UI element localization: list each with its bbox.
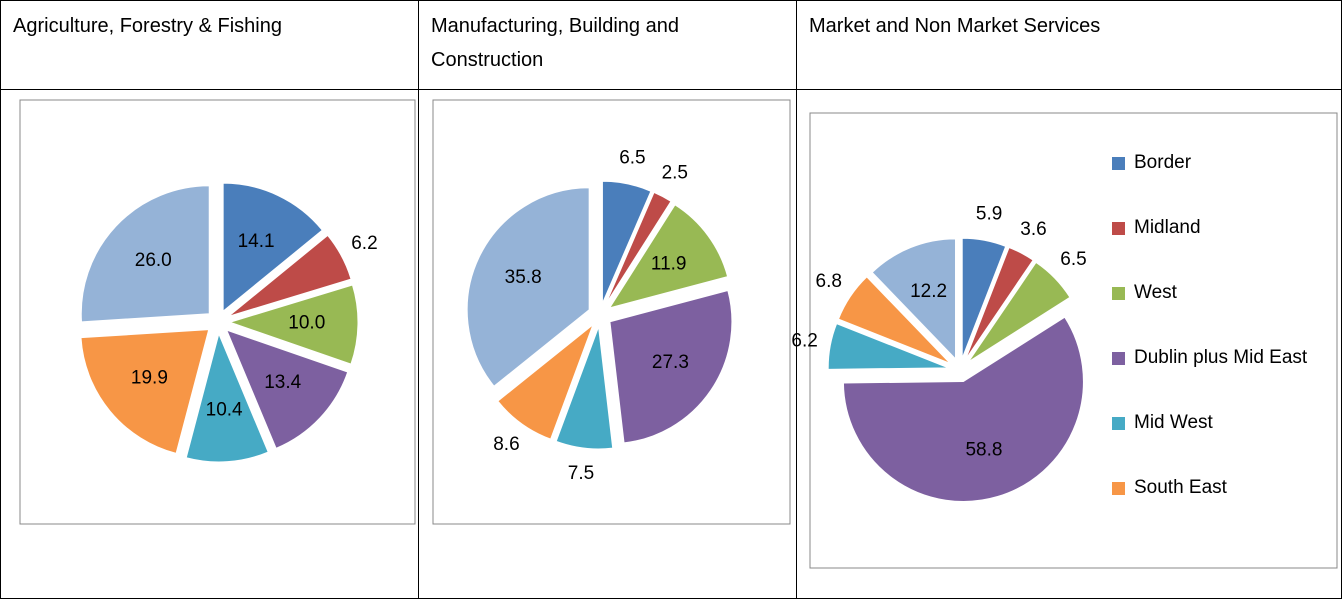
data-label: 6.2 bbox=[351, 233, 377, 254]
pie-slice bbox=[968, 261, 1071, 363]
pie-slice bbox=[185, 332, 269, 463]
legend-swatch bbox=[1112, 352, 1125, 365]
pie-slice bbox=[228, 284, 359, 365]
header-text: Agriculture, Forestry & Fishing bbox=[13, 15, 282, 37]
legend-item: Mid West bbox=[1112, 410, 1322, 475]
pie-slice bbox=[555, 326, 614, 450]
header-text: Market and Non Market Services bbox=[809, 15, 1101, 37]
pie-slice bbox=[80, 185, 210, 323]
pie-slice bbox=[961, 237, 1007, 359]
legend-item: Midland bbox=[1112, 215, 1322, 280]
legend-label: Midland bbox=[1134, 217, 1201, 238]
data-label: 35.8 bbox=[505, 267, 542, 288]
data-label: 10.0 bbox=[288, 313, 325, 334]
pie-slice bbox=[842, 316, 1084, 502]
data-label: 13.4 bbox=[264, 372, 301, 393]
pie-slice bbox=[837, 276, 951, 364]
pie-slice bbox=[225, 329, 349, 449]
legend-item: West bbox=[1112, 280, 1322, 345]
pie-slice bbox=[601, 180, 652, 304]
pie-slice bbox=[80, 329, 210, 455]
legend-swatch bbox=[1112, 482, 1125, 495]
legend: Border Midland West Dublin plus Mid East Mid… bbox=[1112, 150, 1322, 540]
data-label: 14.1 bbox=[238, 231, 275, 252]
chart-frame bbox=[432, 99, 791, 525]
pie-slice bbox=[609, 289, 733, 444]
data-label: 12.2 bbox=[910, 281, 947, 302]
data-label: 11.9 bbox=[651, 254, 687, 275]
data-label: 2.5 bbox=[662, 163, 688, 184]
legend-label: Border bbox=[1134, 152, 1192, 173]
data-label: 6.5 bbox=[1060, 249, 1086, 270]
data-label: 10.4 bbox=[206, 400, 243, 421]
pie-slice bbox=[605, 191, 672, 305]
legend-swatch bbox=[1112, 417, 1125, 430]
data-label: 7.5 bbox=[568, 463, 594, 484]
pie-slice bbox=[608, 204, 729, 309]
pie-slice bbox=[466, 187, 590, 387]
data-label: 6.8 bbox=[816, 271, 842, 292]
header-text: Manufacturing, Building and Construction bbox=[431, 15, 679, 71]
data-label: 5.9 bbox=[976, 204, 1002, 225]
legend-swatch bbox=[1112, 287, 1125, 300]
legend-swatch bbox=[1112, 157, 1125, 170]
chart-frame bbox=[809, 112, 1338, 569]
legend-label: South East bbox=[1134, 477, 1227, 498]
data-label: 3.6 bbox=[1020, 219, 1046, 240]
data-label: 19.9 bbox=[131, 367, 168, 388]
data-label: 27.3 bbox=[652, 352, 689, 373]
pie-slice bbox=[827, 323, 949, 370]
legend-item: Border bbox=[1112, 150, 1322, 215]
data-label: 6.2 bbox=[791, 330, 817, 351]
column-header: Manufacturing, Building and Construction bbox=[418, 0, 797, 90]
pie-slice bbox=[871, 238, 957, 361]
legend-item: South East bbox=[1112, 475, 1322, 540]
column-header: Agriculture, Forestry & Fishing bbox=[0, 0, 419, 90]
legend-label: Dublin plus Mid East bbox=[1134, 347, 1308, 368]
legend-label: West bbox=[1134, 282, 1177, 303]
legend-item: Dublin plus Mid East bbox=[1112, 345, 1322, 410]
data-label: 26.0 bbox=[135, 250, 172, 271]
data-label: 58.8 bbox=[965, 440, 1002, 461]
pie-slice bbox=[965, 246, 1034, 360]
pie-slice bbox=[228, 234, 352, 317]
data-label: 8.6 bbox=[493, 434, 519, 455]
chart-frame bbox=[19, 99, 416, 525]
legend-swatch bbox=[1112, 222, 1125, 235]
data-label: 6.5 bbox=[619, 147, 645, 168]
legend-label: Mid West bbox=[1134, 412, 1213, 433]
pie-slice bbox=[497, 323, 595, 440]
pie-slice bbox=[222, 182, 323, 313]
column-header: Market and Non Market Services bbox=[796, 0, 1342, 90]
